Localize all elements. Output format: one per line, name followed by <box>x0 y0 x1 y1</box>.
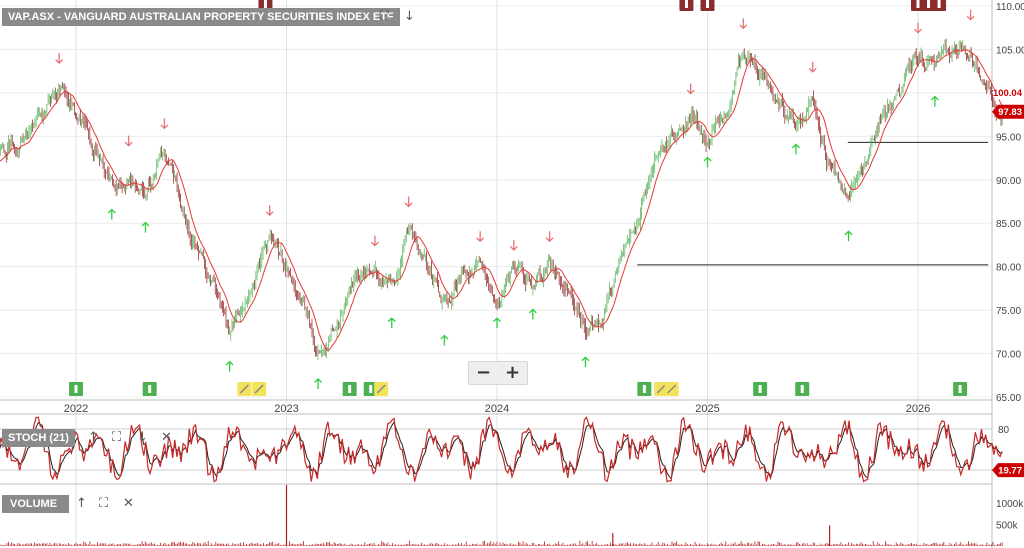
buy-signal-arrow <box>528 308 537 320</box>
price-tick-label: 110.00 <box>996 2 1024 13</box>
stoch-panel-label: STOCH (21) <box>2 429 75 447</box>
year-tick-label: 2026 <box>906 403 930 415</box>
price-tick-label: 75.00 <box>996 306 1021 317</box>
stoch-tick-label: 80 <box>998 425 1010 436</box>
price-tick-label: 85.00 <box>996 219 1021 230</box>
buy-signal-arrow <box>141 221 150 233</box>
marker-glyph <box>239 384 249 394</box>
buy-signal-arrow <box>791 143 800 155</box>
sell-signal-arrow <box>739 18 748 30</box>
price-tag-label: 100.04 <box>993 88 1023 99</box>
marker-glyph <box>348 385 352 393</box>
date-x-axis: 2022 2023 2024 2025 2026 <box>64 403 930 415</box>
year-tick-label: 2024 <box>485 403 509 415</box>
marker-glyph <box>800 385 804 393</box>
price-gridlines <box>0 0 992 548</box>
stoch-tag-bg <box>992 463 1024 478</box>
sell-signal-arrow <box>55 53 64 65</box>
sell-signal-arrow <box>404 196 413 208</box>
year-tick-label: 2022 <box>64 403 88 415</box>
stoch-value-tag: 19.77 <box>992 463 1024 478</box>
current-price-tags: 100.04 97.83 <box>992 85 1024 119</box>
marker-glyph <box>263 0 267 8</box>
price-tick-label: 70.00 <box>996 350 1021 361</box>
buy-signal-arrow <box>703 156 712 168</box>
buy-signal-arrow <box>107 208 116 220</box>
candlestick-series <box>0 38 1003 360</box>
zoom-in-button[interactable]: + <box>504 362 521 383</box>
marker-glyph <box>642 385 646 393</box>
expand-icon[interactable]: ⛶ <box>380 9 390 24</box>
volume-panel-label: VOLUME <box>2 495 70 513</box>
marker-glyph <box>916 0 920 8</box>
sell-signal-arrow <box>686 83 695 95</box>
marker-glyph <box>376 384 386 394</box>
support-lines <box>637 141 989 266</box>
volume-tick-label: 1000k <box>996 499 1024 510</box>
buy-signal-arrow <box>493 317 501 329</box>
buy-signal-arrow <box>930 95 939 107</box>
volume-y-axis: 1000k 500k <box>996 499 1024 532</box>
price-tag <box>992 85 1024 100</box>
stoch-k-line <box>0 416 1003 483</box>
sell-signal-arrow <box>808 61 817 73</box>
marker-glyph <box>758 385 762 393</box>
sell-signal-arrow <box>545 231 554 243</box>
price-tag <box>992 104 1024 119</box>
buy-signal-arrow <box>440 334 449 346</box>
expand-icon[interactable]: ⛶ <box>112 430 122 445</box>
marker-glyph <box>369 385 373 393</box>
marker-glyph <box>74 385 78 393</box>
marker-glyph <box>684 0 688 8</box>
arrow-down-icon[interactable]: ↓ <box>404 9 415 24</box>
close-icon[interactable]: ✕ <box>161 430 172 445</box>
marker-glyph <box>254 384 264 394</box>
moving-average-line <box>0 49 1003 351</box>
sell-signal-arrow <box>914 22 922 34</box>
price-tick-label: 65.00 <box>996 393 1021 404</box>
sell-signal-arrow <box>370 235 379 247</box>
marker-glyph <box>958 385 962 393</box>
sell-signal-arrow <box>265 205 274 217</box>
marker-glyph <box>927 0 931 8</box>
year-tick-label: 2025 <box>695 403 719 415</box>
zoom-controls: − + <box>468 361 528 385</box>
arrow-up-icon[interactable]: ↑ <box>76 496 87 511</box>
sell-signal-arrow <box>966 9 975 21</box>
price-tick-label: 80.00 <box>996 263 1021 274</box>
marker-glyph <box>656 384 666 394</box>
zoom-out-button[interactable]: − <box>475 362 492 383</box>
sell-signal-arrow <box>160 118 169 130</box>
price-tick-label: 90.00 <box>996 176 1021 187</box>
expand-icon[interactable]: ⛶ <box>99 496 109 511</box>
signal-arrows <box>55 9 975 389</box>
marker-glyph <box>706 0 709 8</box>
volume-tick-label: 500k <box>996 521 1019 532</box>
marker-glyph <box>937 0 941 8</box>
volume-bars <box>0 485 1003 546</box>
close-icon[interactable]: ✕ <box>123 496 134 511</box>
price-tick-label: 95.00 <box>996 132 1021 143</box>
sell-signal-arrow <box>124 135 133 147</box>
buy-signal-arrow <box>581 356 590 368</box>
buy-signal-arrow <box>387 317 396 329</box>
chart-title: VAP.ASX - VANGUARD AUSTRALIAN PROPERTY S… <box>2 8 400 26</box>
stoch-tag-label: 19.77 <box>998 466 1022 477</box>
year-tick-label: 2023 <box>274 403 298 415</box>
buy-signal-arrow <box>225 360 234 372</box>
stoch-y-axis: 80 <box>0 425 1010 471</box>
arrow-down-icon[interactable]: ↓ <box>137 430 148 445</box>
price-tag-label: 97.83 <box>998 107 1022 118</box>
event-markers[interactable] <box>69 0 968 396</box>
sell-signal-arrow <box>509 239 518 251</box>
arrow-up-icon[interactable]: ↑ <box>88 430 99 445</box>
buy-signal-arrow <box>314 378 323 389</box>
buy-signal-arrow <box>844 230 853 242</box>
marker-glyph <box>148 385 152 393</box>
price-tick-label: 105.00 <box>996 45 1024 56</box>
marker-glyph <box>667 384 677 394</box>
sell-signal-arrow <box>476 231 485 243</box>
